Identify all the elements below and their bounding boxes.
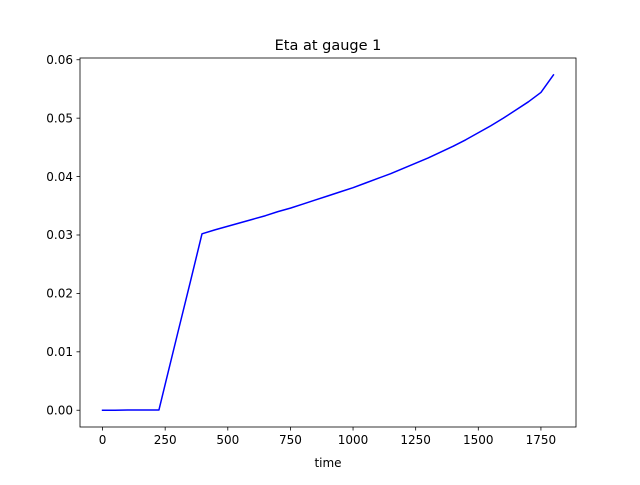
series-layer: [101, 73, 555, 411]
x-tick-label: 1000: [338, 433, 369, 447]
x-axis-label: time: [314, 456, 341, 470]
y-tick-label: 0.01: [46, 345, 73, 359]
x-tick-label: 1250: [400, 433, 431, 447]
x-tick-label: 1750: [526, 433, 557, 447]
y-tick-label: 0.03: [46, 228, 73, 242]
plot-area-frame: [79, 57, 577, 428]
y-tick-label: 0.02: [46, 287, 73, 301]
x-axis-ticks: 0 250 500 750 1000 1250 1500 1750: [99, 427, 556, 447]
y-tick-label: 0.04: [46, 170, 73, 184]
y-tick-label: 0.06: [46, 53, 73, 67]
x-tick-label: 750: [279, 433, 302, 447]
y-tick-label: 0.00: [46, 403, 73, 417]
x-tick-label: 1500: [463, 433, 494, 447]
x-tick-label: 0: [99, 433, 107, 447]
series-line-1: [101, 73, 555, 411]
chart-title: Eta at gauge 1: [275, 38, 382, 54]
x-tick-label: 250: [154, 433, 177, 447]
y-tick-label: 0.05: [46, 111, 73, 125]
x-tick-label: 500: [216, 433, 239, 447]
y-axis-ticks: 0.00 0.01 0.02 0.03 0.04 0.05 0.06: [46, 53, 80, 417]
